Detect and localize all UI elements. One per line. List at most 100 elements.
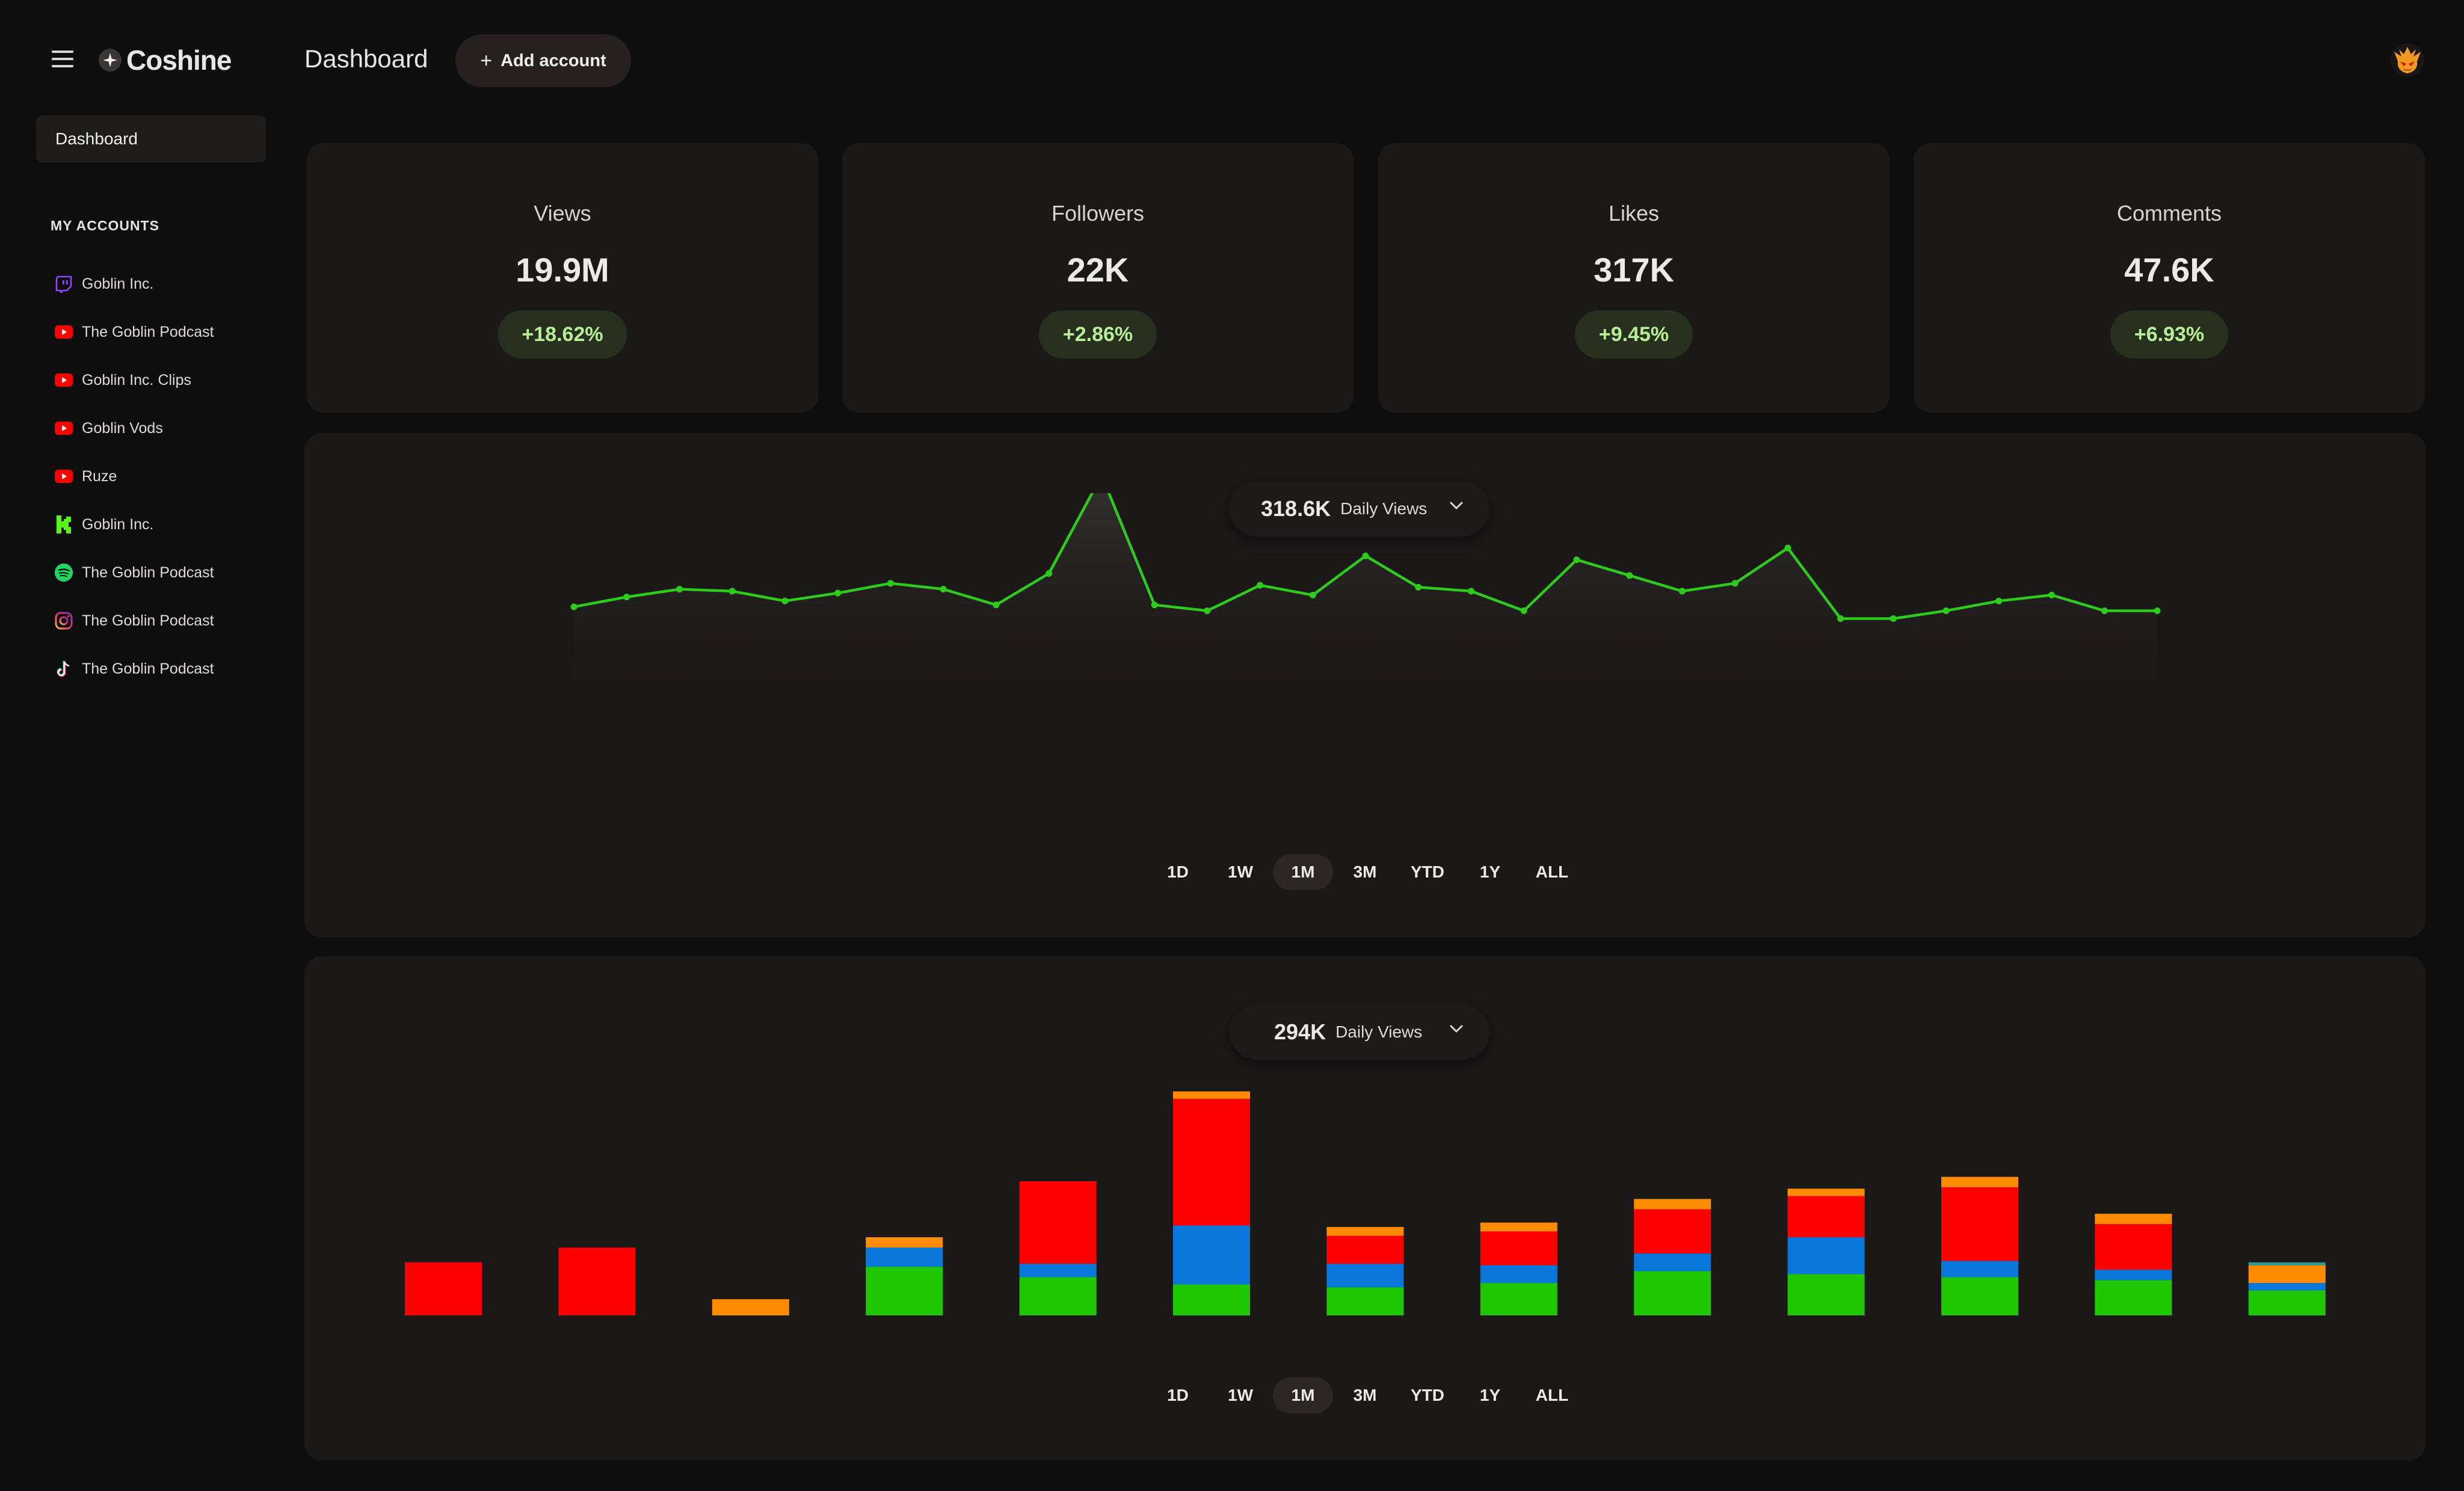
data-point-25[interactable]	[1837, 615, 1844, 622]
range-button-1m[interactable]: 1M	[1273, 854, 1333, 890]
range-button-1d[interactable]: 1D	[1150, 854, 1206, 890]
avatar[interactable]	[2391, 43, 2424, 77]
bar-8-segment-4[interactable]	[1480, 1222, 1557, 1232]
app-logo[interactable]: Coshine	[99, 43, 232, 77]
bar-5-segment-1[interactable]	[1019, 1277, 1097, 1315]
data-point-4[interactable]	[728, 588, 736, 595]
bar-9-segment-4[interactable]	[1634, 1199, 1711, 1210]
bar-8-segment-3[interactable]	[1480, 1231, 1557, 1265]
data-point-3[interactable]	[676, 586, 683, 593]
bar-8-segment-1[interactable]	[1480, 1283, 1557, 1315]
bar-11-segment-4[interactable]	[1941, 1176, 2018, 1187]
data-point-20[interactable]	[1573, 556, 1580, 564]
sidebar-item-dashboard[interactable]: Dashboard	[36, 115, 266, 162]
bar-8-segment-2[interactable]	[1480, 1265, 1557, 1283]
bar-4-segment-2[interactable]	[866, 1247, 943, 1267]
bar-5-segment-3[interactable]	[1019, 1181, 1097, 1264]
add-account-button[interactable]: + Add account	[455, 34, 631, 87]
range-button-ytd[interactable]: YTD	[1400, 1377, 1455, 1413]
range-button-3m[interactable]: 3M	[1337, 1377, 1393, 1413]
range-button-1w[interactable]: 1W	[1213, 1377, 1268, 1413]
sidebar-account-ruze-youtube[interactable]: Ruze	[54, 464, 117, 488]
bar-6-segment-3[interactable]	[1173, 1098, 1250, 1226]
bar-2-segment-3[interactable]	[558, 1247, 636, 1315]
bar-13-segment-1[interactable]	[2248, 1290, 2326, 1316]
bar-6-segment-1[interactable]	[1173, 1284, 1250, 1316]
data-point-28[interactable]	[1995, 597, 2003, 604]
bar-5-segment-2[interactable]	[1019, 1264, 1097, 1277]
bar-12-segment-3[interactable]	[2095, 1224, 2172, 1270]
data-point-17[interactable]	[1415, 583, 1422, 591]
stat-card-followers[interactable]: Followers 22K +2.86%	[842, 143, 1354, 413]
bar-13-segment-4[interactable]	[2248, 1265, 2326, 1283]
range-button-1y[interactable]: 1Y	[1462, 854, 1518, 890]
range-button-1d[interactable]: 1D	[1150, 1377, 1206, 1413]
data-point-15[interactable]	[1309, 591, 1316, 598]
bar-7-segment-2[interactable]	[1326, 1264, 1404, 1288]
sidebar-account-goblin-podcast-instagram[interactable]: The Goblin Podcast	[54, 609, 214, 633]
bar-10-segment-1[interactable]	[1787, 1274, 1865, 1315]
range-button-all[interactable]: ALL	[1524, 854, 1580, 890]
data-point-18[interactable]	[1468, 588, 1474, 595]
bar-11-segment-2[interactable]	[1941, 1261, 2018, 1277]
sidebar-account-goblin-vods-youtube[interactable]: Goblin Vods	[54, 416, 163, 440]
range-button-1m[interactable]: 1M	[1273, 1377, 1333, 1413]
data-point-30[interactable]	[2101, 607, 2108, 614]
data-point-6[interactable]	[834, 589, 842, 597]
sidebar-account-goblin-podcast-tiktok[interactable]: The Goblin Podcast	[54, 657, 214, 681]
data-point-19[interactable]	[1520, 607, 1527, 614]
data-point-31[interactable]	[2154, 607, 2161, 614]
data-point-24[interactable]	[1784, 544, 1791, 552]
sidebar-account-goblin-podcast-spotify[interactable]: The Goblin Podcast	[54, 561, 214, 585]
bar-1-segment-3[interactable]	[405, 1262, 482, 1315]
data-point-23[interactable]	[1731, 580, 1739, 587]
range-button-3m[interactable]: 3M	[1337, 854, 1393, 890]
metric-selector[interactable]: 318.6K Daily Views	[1230, 481, 1489, 536]
data-point-26[interactable]	[1890, 615, 1897, 622]
data-point-27[interactable]	[1942, 607, 1950, 614]
data-point-22[interactable]	[1678, 588, 1686, 595]
data-point-7[interactable]	[887, 580, 894, 587]
bar-11-segment-1[interactable]	[1941, 1277, 2018, 1315]
data-point-14[interactable]	[1257, 582, 1263, 589]
range-button-ytd[interactable]: YTD	[1400, 854, 1455, 890]
bar-7-segment-4[interactable]	[1326, 1227, 1404, 1236]
range-button-1w[interactable]: 1W	[1213, 854, 1268, 890]
bar-12-segment-4[interactable]	[2095, 1214, 2172, 1225]
bar-13-segment-2[interactable]	[2248, 1283, 2326, 1291]
menu-icon[interactable]	[52, 51, 73, 67]
stat-card-likes[interactable]: Likes 317K +9.45%	[1378, 143, 1890, 413]
data-point-2[interactable]	[623, 594, 630, 601]
data-point-13[interactable]	[1204, 607, 1211, 614]
bar-7-segment-1[interactable]	[1326, 1287, 1404, 1315]
bar-12-segment-2[interactable]	[2095, 1270, 2172, 1280]
bar-9-segment-3[interactable]	[1634, 1209, 1711, 1254]
data-point-29[interactable]	[2048, 591, 2055, 598]
stat-card-views[interactable]: Views 19.9M +18.62%	[307, 143, 818, 413]
sidebar-account-goblin-inc-kick[interactable]: Goblin Inc.	[54, 512, 154, 536]
data-point-8[interactable]	[940, 586, 947, 593]
data-point-10[interactable]	[1046, 570, 1053, 577]
sidebar-account-goblin-inc-twitch[interactable]: Goblin Inc.	[54, 272, 154, 296]
data-point-12[interactable]	[1151, 601, 1158, 609]
metric-selector[interactable]: 294K Daily Views	[1230, 1004, 1489, 1060]
bar-9-segment-1[interactable]	[1634, 1271, 1711, 1316]
bar-6-segment-4[interactable]	[1173, 1091, 1250, 1099]
data-point-1[interactable]	[570, 603, 578, 610]
bar-9-segment-2[interactable]	[1634, 1253, 1711, 1271]
bar-6-segment-2[interactable]	[1173, 1225, 1250, 1285]
sidebar-account-goblin-podcast-youtube[interactable]: The Goblin Podcast	[54, 320, 214, 344]
bar-4-segment-4[interactable]	[866, 1237, 943, 1248]
data-point-5[interactable]	[781, 597, 789, 604]
data-point-21[interactable]	[1626, 572, 1633, 579]
bar-7-segment-3[interactable]	[1326, 1235, 1404, 1264]
bar-3-segment-4[interactable]	[712, 1299, 789, 1316]
bar-12-segment-1[interactable]	[2095, 1280, 2172, 1315]
bar-10-segment-4[interactable]	[1787, 1188, 1865, 1196]
bar-4-segment-1[interactable]	[866, 1267, 943, 1315]
bar-10-segment-3[interactable]	[1787, 1196, 1865, 1238]
stat-card-comments[interactable]: Comments 47.6K +6.93%	[1914, 143, 2425, 413]
bar-13-segment-5[interactable]	[2248, 1262, 2326, 1265]
bar-10-segment-2[interactable]	[1787, 1237, 1865, 1274]
range-button-all[interactable]: ALL	[1524, 1377, 1580, 1413]
